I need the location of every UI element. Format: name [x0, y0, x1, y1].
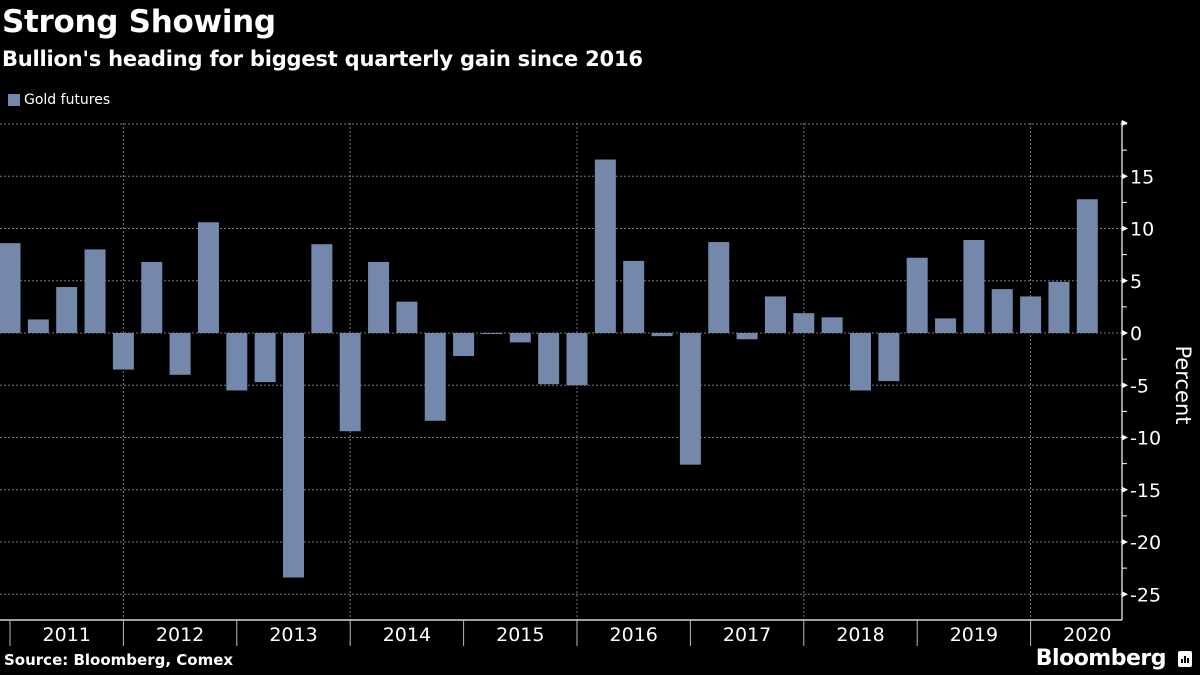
bloomberg-chart-icon — [1178, 651, 1192, 667]
y-tick-label: -10 — [1130, 428, 1161, 450]
y-tick-label: 10 — [1130, 219, 1154, 241]
bar-2017-q4 — [764, 296, 786, 333]
bar-2019-q2 — [935, 318, 957, 333]
bar-2013-q2 — [254, 333, 276, 383]
y-major-tick — [1122, 173, 1128, 180]
source-note: Source: Bloomberg, Comex — [4, 651, 234, 669]
bar-2020-q1 — [1020, 296, 1042, 333]
x-tick-label: 2014 — [383, 624, 431, 646]
bar-2018-q2 — [821, 317, 843, 333]
bar-2014-q2 — [368, 261, 390, 333]
y-major-tick — [1122, 225, 1128, 232]
bar-2017-q2 — [708, 242, 730, 333]
x-tick-label: 2020 — [1063, 624, 1111, 646]
bar-2011-q2 — [27, 319, 49, 333]
bar-2014-q4 — [424, 333, 446, 421]
y-major-tick — [1122, 591, 1128, 598]
y-tick-label: -5 — [1130, 375, 1149, 397]
bar-2011-q3 — [56, 287, 78, 333]
bar-2016-q3 — [623, 260, 645, 333]
chart-subtitle: Bullion's heading for biggest quarterly … — [2, 47, 643, 71]
bar-2016-q2 — [594, 159, 616, 333]
bar-2020-q2 — [1048, 281, 1070, 333]
legend-label: Gold futures — [24, 92, 111, 108]
y-tick-label: 15 — [1130, 166, 1154, 188]
bar-2015-q3 — [509, 333, 531, 343]
y-tick-label: 5 — [1130, 271, 1142, 293]
y-tick-label: -20 — [1130, 532, 1161, 554]
axes: 15 10 5 0 -5 -10 -15 -20 -25 2011 2012 2013 2014 2015… — [0, 120, 1161, 646]
bar-2013-q1 — [226, 333, 248, 391]
bars — [0, 159, 1098, 578]
brand-logo: Bloomberg — [1035, 646, 1167, 671]
bar-2019-q3 — [963, 239, 985, 333]
x-tick-label: 2012 — [156, 624, 204, 646]
bar-2018-q3 — [850, 333, 871, 391]
legend-swatch — [8, 94, 20, 106]
y-axis-top-tick — [1122, 120, 1128, 126]
y-major-tick — [1122, 434, 1128, 441]
bar-2015-q1 — [453, 333, 475, 356]
y-major-tick — [1122, 539, 1128, 545]
y-major-tick — [1122, 330, 1128, 336]
y-major-tick — [1122, 382, 1128, 389]
bar-2018-q1 — [793, 313, 815, 333]
bar-2012-q1 — [112, 333, 134, 370]
x-tick-label: 2019 — [950, 624, 998, 646]
x-tick-label: 2013 — [269, 624, 317, 646]
x-tick-label: 2015 — [496, 624, 544, 646]
x-tick-label: 2017 — [723, 624, 771, 646]
bar-2016-q1 — [566, 333, 588, 386]
bar-2019-q4 — [991, 289, 1013, 333]
y-major-tick — [1122, 277, 1128, 284]
gridlines — [0, 123, 1122, 620]
legend: Gold futures — [8, 90, 110, 110]
bar-2019-q1 — [906, 257, 928, 333]
bar-2011-q1 — [0, 243, 21, 333]
bar-2017-q3 — [736, 333, 758, 340]
bar-2014-q3 — [396, 301, 418, 333]
bar-2012-q4 — [197, 222, 219, 333]
y-major-tick — [1122, 486, 1128, 493]
bar-2015-q4 — [538, 333, 560, 385]
bar-2015-q2 — [481, 333, 503, 335]
x-tick-label: 2016 — [610, 624, 658, 646]
x-tick-label: 2011 — [43, 624, 91, 646]
x-tick-label: 2018 — [836, 624, 884, 646]
bar-2012-q3 — [169, 333, 191, 375]
bar-2011-q4 — [84, 249, 106, 333]
y-tick-label: 0 — [1130, 323, 1142, 345]
bar-2012-q2 — [141, 261, 163, 333]
bar-2014-q1 — [339, 333, 361, 432]
bar-2018-q4 — [878, 333, 900, 382]
bar-2013-q3 — [283, 333, 304, 578]
y-tick-label: -25 — [1130, 584, 1161, 606]
bar-2016-q4 — [651, 333, 673, 337]
y-tick-label: -15 — [1130, 480, 1161, 502]
chart-title: Strong Showing — [2, 4, 276, 40]
bar-2020-q3 — [1076, 199, 1098, 333]
bar-2013-q4 — [311, 244, 333, 333]
bar-2017-q1 — [679, 333, 701, 465]
y-axis-title: Percent — [1171, 345, 1195, 424]
